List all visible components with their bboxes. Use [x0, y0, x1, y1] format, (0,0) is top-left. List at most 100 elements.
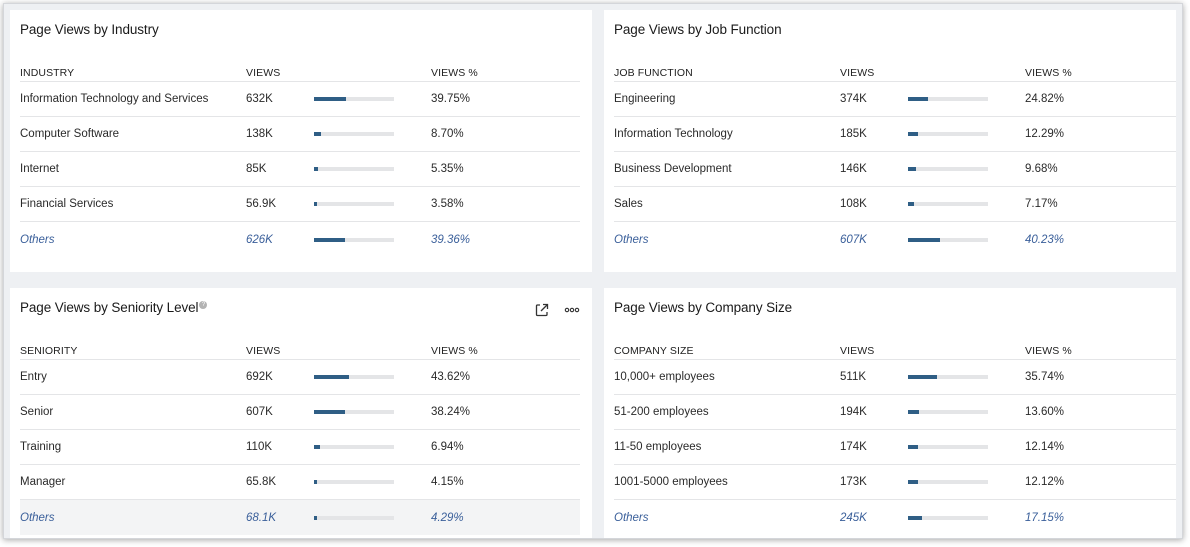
- table-row: Computer Software 138K 8.70%: [20, 117, 580, 152]
- views-bar-fill: [908, 237, 941, 242]
- column-header-name: JOB FUNCTION: [614, 67, 693, 79]
- row-views: 245K: [840, 511, 867, 524]
- row-views-percent: 39.36%: [431, 233, 471, 246]
- views-bar-track: [314, 202, 394, 206]
- table-body: Entry 692K 43.62% Senior 607K 38.24% Training 1…: [20, 360, 580, 535]
- views-bar-fill: [314, 375, 349, 379]
- views-bar-track: [908, 410, 988, 414]
- table-row: Manager 65.8K 4.15%: [20, 465, 580, 500]
- row-views: 65.8K: [246, 476, 277, 488]
- card-title-text: Page Views by Seniority Level: [20, 300, 199, 315]
- table-row-others: Others 626K 39.36%: [20, 222, 580, 257]
- views-bar-track: [314, 445, 394, 449]
- more-options-icon[interactable]: [564, 302, 580, 318]
- views-bar-track: [908, 515, 988, 520]
- views-bar-track: [908, 237, 988, 242]
- row-views-percent: 6.94%: [431, 441, 464, 453]
- table-row: 51-200 employees 194K 13.60%: [614, 395, 1176, 430]
- row-views: 374K: [840, 93, 867, 105]
- column-header-views: VIEWS: [840, 67, 875, 79]
- views-bar-fill: [314, 97, 346, 101]
- card-actions: [534, 302, 580, 318]
- row-views-percent: 8.70%: [431, 128, 464, 140]
- table-row: Sales 108K 7.17%: [614, 187, 1176, 222]
- views-bar-track: [314, 375, 394, 379]
- row-label: Engineering: [614, 93, 676, 105]
- table-row: 11-50 employees 174K 12.14%: [614, 430, 1176, 465]
- views-bar-fill: [314, 410, 345, 414]
- table-row-others: Others 607K 40.23%: [614, 222, 1176, 257]
- views-bar-fill: [908, 132, 918, 136]
- row-label: Others: [614, 233, 649, 246]
- views-bar-fill: [908, 410, 919, 414]
- column-header-views: VIEWS: [246, 345, 281, 357]
- views-bar-track: [314, 410, 394, 414]
- row-views-percent: 38.24%: [431, 406, 471, 418]
- card-title: Page Views by Seniority Level?: [20, 300, 208, 315]
- external-link-icon[interactable]: [534, 302, 550, 318]
- industry-table: INDUSTRY VIEWS VIEWS % Information Techn…: [20, 58, 580, 257]
- views-bar-fill: [908, 202, 914, 206]
- row-views-percent: 4.15%: [431, 476, 464, 488]
- row-views: 56.9K: [246, 198, 277, 210]
- views-bar-fill: [908, 480, 918, 484]
- company-size-card: Page Views by Company Size COMPANY SIZE …: [604, 288, 1176, 538]
- row-views: 632K: [246, 93, 273, 105]
- company-size-table: COMPANY SIZE VIEWS VIEWS % 10,000+ emplo…: [614, 336, 1176, 535]
- views-bar-fill: [314, 480, 318, 484]
- table-header: COMPANY SIZE VIEWS VIEWS %: [614, 336, 1176, 360]
- row-views-percent: 12.14%: [1025, 441, 1065, 453]
- row-label: 51-200 employees: [614, 406, 709, 418]
- views-bar-track: [908, 202, 988, 206]
- table-row-others: Others 245K 17.15%: [614, 500, 1176, 535]
- row-views: 108K: [840, 198, 867, 210]
- row-views: 185K: [840, 128, 867, 140]
- row-label: Information Technology and Services: [20, 93, 209, 105]
- row-views: 194K: [840, 406, 867, 418]
- column-header-views-percent: VIEWS %: [1025, 67, 1072, 79]
- table-row: Financial Services 56.9K 3.58%: [20, 187, 580, 222]
- help-icon[interactable]: ?: [199, 301, 208, 309]
- row-views-percent: 12.29%: [1025, 128, 1065, 140]
- row-label: Business Development: [614, 163, 732, 175]
- row-views: 173K: [840, 476, 867, 488]
- row-views: 607K: [840, 233, 867, 246]
- table-row: Information Technology 185K 12.29%: [614, 117, 1176, 152]
- row-label: 11-50 employees: [614, 441, 702, 453]
- row-views-percent: 9.68%: [1025, 163, 1058, 175]
- row-label: Manager: [20, 476, 66, 488]
- views-bar-track: [908, 445, 988, 449]
- table-row: Internet 85K 5.35%: [20, 152, 580, 187]
- column-header-views: VIEWS: [840, 345, 875, 357]
- card-title: Page Views by Job Function: [614, 22, 782, 37]
- views-bar-fill: [314, 202, 317, 206]
- row-views: 174K: [840, 441, 867, 453]
- column-header-name: COMPANY SIZE: [614, 345, 694, 357]
- views-bar-fill: [908, 97, 928, 101]
- table-header: SENIORITY VIEWS VIEWS %: [20, 336, 580, 360]
- views-bar-track: [314, 97, 394, 101]
- row-label: 1001-5000 employees: [614, 476, 728, 488]
- column-header-views-percent: VIEWS %: [431, 67, 478, 79]
- table-body: Engineering 374K 24.82% Information Technol…: [614, 82, 1176, 257]
- row-label: 10,000+ employees: [614, 371, 715, 383]
- row-views-percent: 5.35%: [431, 163, 464, 175]
- column-header-views-percent: VIEWS %: [431, 345, 478, 357]
- seniority-table: SENIORITY VIEWS VIEWS % Entry 692K 43.62% S…: [20, 336, 580, 535]
- views-bar-track: [908, 375, 988, 379]
- views-bar-track: [314, 515, 394, 520]
- table-row: Information Technology and Services 632K 3…: [20, 82, 580, 117]
- table-row: 10,000+ employees 511K 35.74%: [614, 360, 1176, 395]
- row-views-percent: 24.82%: [1025, 93, 1065, 105]
- row-views: 511K: [840, 371, 867, 383]
- row-views: 692K: [246, 371, 273, 383]
- column-header-name: SENIORITY: [20, 345, 78, 357]
- table-header: INDUSTRY VIEWS VIEWS %: [20, 58, 580, 82]
- views-bar-fill: [908, 515, 922, 520]
- row-views: 138K: [246, 128, 273, 140]
- column-header-views-percent: VIEWS %: [1025, 345, 1072, 357]
- row-label: Internet: [20, 163, 59, 175]
- industry-card: Page Views by Industry INDUSTRY VIEWS VI…: [10, 10, 592, 272]
- row-label: Information Technology: [614, 128, 733, 140]
- row-views-percent: 17.15%: [1025, 511, 1065, 524]
